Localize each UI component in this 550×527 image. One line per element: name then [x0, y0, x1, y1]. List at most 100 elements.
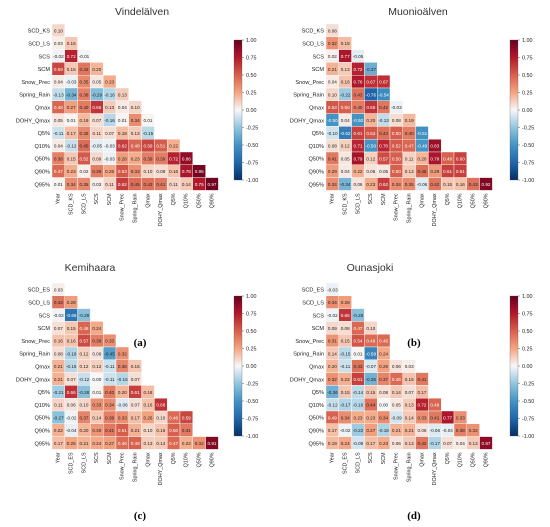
cell-value-label: 0.17 [366, 441, 375, 446]
cell-value-label: 0.95 [195, 169, 204, 174]
colorbar-tick-label: -0.75 [246, 417, 258, 423]
colorbar-tick-label: -0.50 [246, 143, 258, 149]
cell-value-label: -0.02 [66, 415, 77, 420]
cell-value-label: 0.23 [67, 169, 76, 174]
col-label: Q5% [445, 452, 451, 464]
col-label: SCS [368, 452, 374, 463]
cell-value-label: 0.39 [144, 156, 153, 161]
cell-value-label: 0.24 [92, 326, 101, 331]
row-label: SCD_LS [28, 42, 50, 48]
cell-value-label: 0.34 [105, 403, 114, 408]
colorbar-tick-label: 0.75 [246, 56, 257, 62]
cell-value-label: 0.19 [405, 118, 414, 123]
cell-value-label: 0.43 [469, 182, 478, 187]
cell-value-label: 0.42 [430, 182, 439, 187]
col-label: Year [330, 452, 336, 463]
cell-value-label: 0.24 [379, 351, 388, 356]
cell-value-label: 0.43 [354, 364, 363, 369]
row-label: SCM [38, 67, 51, 73]
cell-value-label: 0.32 [328, 377, 337, 382]
cell-value-label: 0.17 [67, 131, 76, 136]
col-label: DOHY_Qmax [158, 452, 164, 485]
col-label: DOHY_Qmax [432, 193, 438, 226]
cell-value-label: 0.27 [366, 428, 375, 433]
cell-value-label: 0.12 [80, 364, 89, 369]
cell-value-label: 0.87 [482, 441, 491, 446]
col-label: SCD_LS [355, 452, 361, 473]
cell-value-label: 0.07 [67, 377, 76, 382]
cell-value-label: 0.03 [405, 364, 414, 369]
cell-value-label: 0.49 [443, 156, 452, 161]
cell-value-label: 0.28 [341, 300, 350, 305]
colorbar-tick-label: 0.25 [246, 347, 257, 353]
colorbar-tick-label: 0.25 [522, 91, 533, 97]
cell-value-label: 0.14 [156, 441, 165, 446]
cell-value-label: 0.75 [195, 182, 204, 187]
cell-value-label: 0.46 [379, 339, 388, 344]
col-label: SCD_ES [342, 452, 348, 474]
cell-value-label: 0.92 [482, 182, 491, 187]
cell-value-label: 0.59 [144, 144, 153, 149]
cell-value-label: 0.51 [118, 428, 127, 433]
cell-value-label: 0.02 [80, 169, 89, 174]
cell-value-label: 0.32 [118, 351, 127, 356]
cell-value-label: -0.05 [92, 144, 103, 149]
cell-value-label: 0.76 [354, 80, 363, 85]
cell-value-label: -0.06 [117, 403, 128, 408]
colorbar-tick-label: 1.00 [522, 38, 533, 44]
cell-value-label: 0.36 [118, 364, 127, 369]
cell-value-label: 0.10 [54, 28, 63, 33]
cell-value-label: -0.28 [79, 390, 90, 395]
row-label: SCD_KS [302, 29, 325, 35]
cell-value-label: 0.34 [328, 300, 337, 305]
cell-value-label: 0.49 [328, 415, 337, 420]
cell-value-label: -0.50 [353, 118, 364, 123]
cell-value-label: -0.17 [340, 403, 351, 408]
cell-value-label: -0.11 [105, 364, 116, 369]
col-label: SCD_KS [68, 193, 74, 215]
cell-value-label: 0.27 [67, 105, 76, 110]
colorbar-tick-label: 0.75 [522, 312, 533, 318]
col-label: SCD_LS [355, 193, 361, 214]
cell-value-label: -0.16 [353, 403, 364, 408]
cell-value-label: 0.40 [80, 105, 89, 110]
colorbar-tick-label: -1.00 [246, 178, 258, 184]
cell-value-label: 0.11 [169, 182, 178, 187]
row-label: DOHY_Qmax [16, 118, 50, 124]
colorbar-tick-label: 0.00 [522, 108, 533, 114]
cell-value-label: 0.10 [131, 105, 140, 110]
cell-value-label: 0.47 [405, 144, 414, 149]
col-label: Spring_Rain [406, 193, 412, 223]
cell-value-label: 0.57 [379, 156, 388, 161]
cell-value-label: 0.23 [366, 182, 375, 187]
cell-value-label: 0.05 [392, 403, 401, 408]
heatmap-panel-2: Muonioälven (b) SCD_KS SCD_LS SCS SCM Snow_Pre… [290, 6, 535, 349]
cell-value-label: 0.72 [169, 156, 178, 161]
cell-value-label: 0.22 [169, 144, 178, 149]
cell-value-label: -0.13 [53, 92, 64, 97]
cell-value-label: 0.07 [105, 131, 114, 136]
cell-value-label: 0.08 [392, 118, 401, 123]
cell-value-label: -0.34 [340, 182, 351, 187]
cell-value-label: 0.33 [418, 415, 427, 420]
cell-value-label: -0.21 [53, 390, 64, 395]
cell-value-label: 0.51 [156, 144, 165, 149]
cell-value-label: 0.21 [328, 67, 337, 72]
cell-value-label: 0.23 [131, 156, 140, 161]
colorbar [233, 295, 243, 437]
cell-value-label: -0.02 [53, 54, 64, 59]
cell-value-label: 0.17 [418, 390, 427, 395]
row-label: SCS [312, 54, 324, 60]
cell-value-label: 0.46 [366, 339, 375, 344]
cell-value-label: 0.13 [405, 169, 414, 174]
cell-value-label: -0.02 [53, 313, 64, 318]
panel-title: Vindelälven [115, 6, 169, 18]
panel-title: Ounasjoki [347, 262, 394, 274]
cell-value-label: 0.21 [54, 377, 63, 382]
colorbar-tick-label: -1.00 [522, 178, 534, 184]
cell-value-label: 0.11 [405, 156, 414, 161]
colorbar-tick-label: 0.50 [522, 329, 533, 335]
col-label: SCD_LS [81, 193, 87, 214]
cell-value-label: 0.20 [328, 364, 337, 369]
col-label: Snow_Prec [394, 452, 400, 480]
